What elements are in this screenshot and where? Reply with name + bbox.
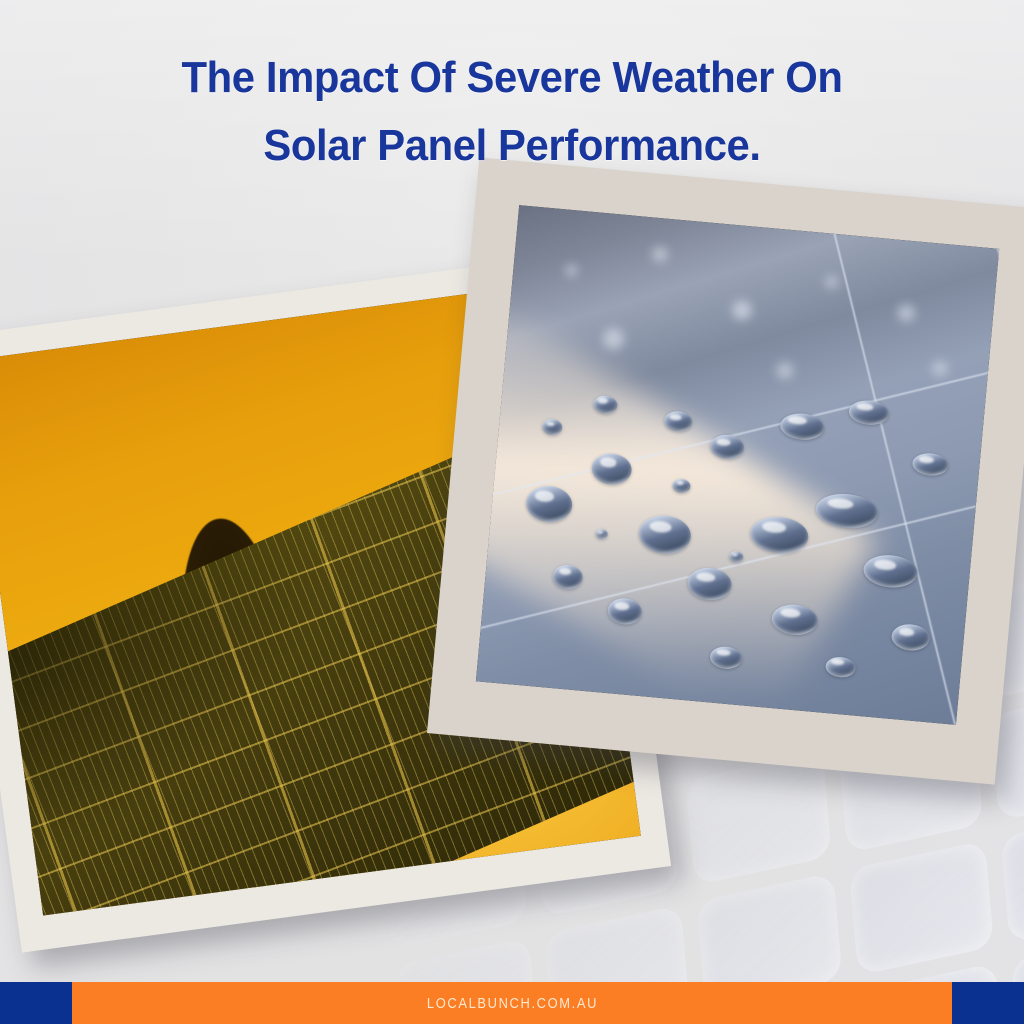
water-droplet [824,655,857,679]
footer-bar: LOCALBUNCH.COM.AU [0,982,1024,1024]
footer-website-url[interactable]: LOCALBUNCH.COM.AU [426,994,598,1012]
page-title: The Impact Of Severe Weather On Solar Pa… [0,44,1024,180]
wet-solar-panel-surface [475,205,1000,725]
water-droplet [910,452,949,478]
photo-rain-droplets-panel-image [475,205,1000,725]
footer-url-band: LOCALBUNCH.COM.AU [72,982,952,1024]
photo-rain-droplets-panel [426,157,1024,785]
footer-left-cap [0,982,72,1024]
title-line-2: Solar Panel Performance. [263,121,761,170]
title-line-1: The Impact Of Severe Weather On [181,53,843,102]
water-droplet [862,553,919,591]
footer-right-cap [952,982,1024,1024]
water-droplet [890,623,931,653]
